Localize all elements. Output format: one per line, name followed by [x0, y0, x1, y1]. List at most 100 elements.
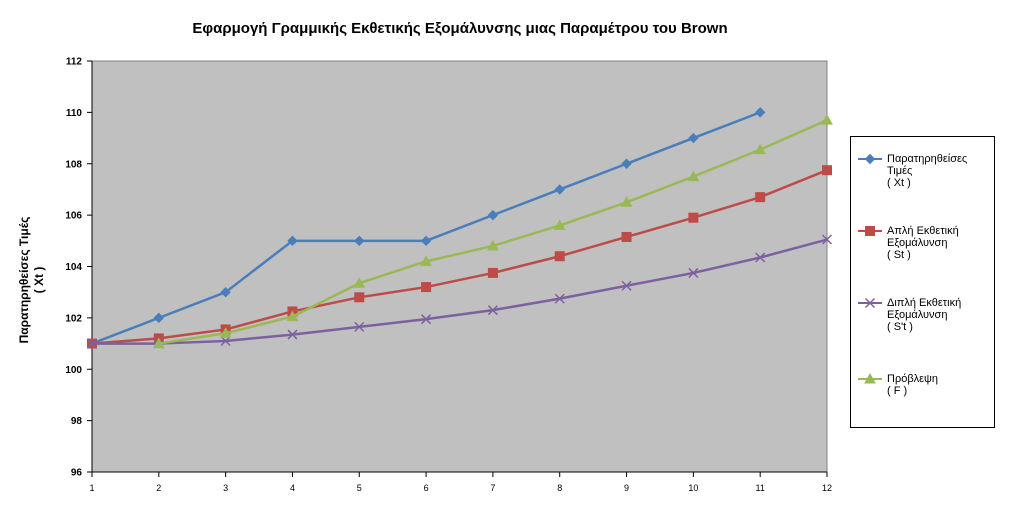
data-point — [621, 280, 632, 291]
data-point — [287, 235, 298, 247]
x-tick-label: 8 — [557, 483, 562, 493]
data-point — [421, 282, 432, 293]
legend-swatch-marker — [864, 373, 876, 384]
data-point — [220, 335, 231, 347]
y-tick-label: 100 — [65, 365, 82, 376]
legend-swatch-marker — [865, 226, 875, 236]
data-point — [822, 165, 832, 176]
marker-stroke — [688, 267, 699, 278]
data-point — [754, 143, 767, 155]
series-line — [92, 238, 828, 345]
y-tick-label: 98 — [71, 416, 83, 427]
y-tick-label: 108 — [65, 159, 82, 170]
legend-label-line: Απλή Εκθετική — [887, 225, 959, 237]
marker-stroke — [354, 321, 365, 332]
data-point — [755, 252, 766, 263]
x-tick-label: 3 — [223, 483, 228, 493]
data-point — [152, 337, 165, 349]
x-tick-label: 6 — [424, 483, 429, 493]
legend-label-double-smoothing: Διπλή Εκθετική Εξομάλυνση ( S't ) — [887, 297, 961, 333]
legend-label-single-smoothing: Απλή Εκθετική Εξομάλυνση ( St ) — [887, 225, 959, 261]
data-point — [688, 212, 699, 223]
y-tick-label: 104 — [65, 262, 82, 273]
data-point — [821, 234, 833, 245]
legend-swatch-single-smoothing — [858, 226, 882, 236]
legend-label-line: ( F ) — [887, 385, 908, 397]
x-tick-label: 11 — [756, 483, 765, 493]
legend-swatch-marker — [864, 297, 876, 309]
x-tick-label: 7 — [490, 483, 495, 493]
data-point — [620, 196, 633, 207]
data-point — [688, 132, 699, 144]
data-point — [621, 158, 632, 169]
data-point — [353, 277, 366, 288]
data-point — [688, 267, 699, 278]
legend-label-line: Παρατηρηθείσες — [887, 153, 968, 165]
data-point — [755, 192, 766, 203]
y-tick-label: 112 — [66, 57, 83, 68]
data-point — [687, 170, 700, 182]
data-point — [287, 329, 298, 340]
data-point — [621, 231, 632, 242]
data-point — [421, 314, 432, 325]
data-point — [554, 184, 565, 195]
data-point — [354, 321, 365, 332]
data-point — [286, 310, 299, 322]
x-tick-label: 9 — [624, 483, 629, 493]
x-tick-label: 10 — [688, 483, 698, 493]
legend-label-line: ( S't ) — [887, 321, 913, 333]
legend-label-line: Εξομάλυνση — [887, 237, 948, 249]
legend: Παρατηρηθείσες Τιμές ( Xt ) Απλή Εκθετικ… — [850, 136, 995, 428]
legend-label-line: Διπλή Εκθετική — [887, 297, 962, 309]
data-point — [754, 107, 766, 118]
legend-label-line: Πρόβλεψη — [887, 373, 939, 385]
x-tick-label: 1 — [89, 483, 94, 493]
legend-label-line: Τιμές — [887, 165, 913, 177]
data-point — [219, 327, 232, 338]
data-point — [554, 251, 565, 262]
data-point — [354, 235, 365, 247]
legend-swatch-double-smoothing — [858, 297, 882, 309]
series-line — [91, 169, 828, 345]
data-point — [420, 255, 432, 266]
data-point — [821, 114, 833, 125]
marker-stroke — [421, 314, 432, 325]
data-point — [487, 267, 498, 278]
legend-label-observed: Παρατηρηθείσες Τιμές ( Xt ) — [887, 153, 967, 189]
data-point — [554, 293, 565, 304]
marker-stroke — [554, 293, 565, 304]
x-tick-label: 5 — [357, 483, 362, 493]
data-point — [86, 338, 98, 349]
chart-title: Εφαρμογή Γραμμικής Εκθετικής Εξομάλυνσης… — [192, 20, 728, 37]
y-tick-label: 110 — [66, 108, 83, 119]
data-point — [553, 219, 566, 230]
data-point — [153, 312, 165, 324]
data-point — [220, 286, 231, 298]
legend-label-forecast: Πρόβλεψη ( F ) — [887, 373, 938, 397]
legend-label-line: Εξομάλυνση — [887, 309, 948, 321]
data-point — [487, 209, 499, 221]
data-point — [420, 235, 432, 247]
x-tick-label: 2 — [156, 483, 161, 493]
marker-stroke — [864, 297, 876, 309]
marker-stroke — [487, 305, 498, 316]
data-point — [487, 305, 498, 316]
legend-label-line: ( St ) — [887, 249, 911, 261]
x-tick-label: 12 — [822, 483, 832, 493]
legend-swatch-marker — [864, 153, 876, 165]
marker-stroke — [755, 252, 766, 263]
marker-stroke — [821, 234, 833, 245]
marker-stroke — [287, 329, 298, 340]
plot-area — [91, 60, 828, 473]
data-point — [354, 292, 365, 303]
y-tick-label: 96 — [71, 468, 83, 479]
y-tick-label: 102 — [65, 313, 82, 324]
marker-stroke — [621, 280, 632, 291]
marker-stroke — [86, 338, 98, 349]
y-tick-label: 106 — [65, 211, 82, 222]
data-point — [487, 239, 499, 251]
legend-swatch-forecast — [858, 373, 882, 384]
series-4 — [152, 114, 833, 349]
legend-swatch-observed — [858, 153, 882, 165]
